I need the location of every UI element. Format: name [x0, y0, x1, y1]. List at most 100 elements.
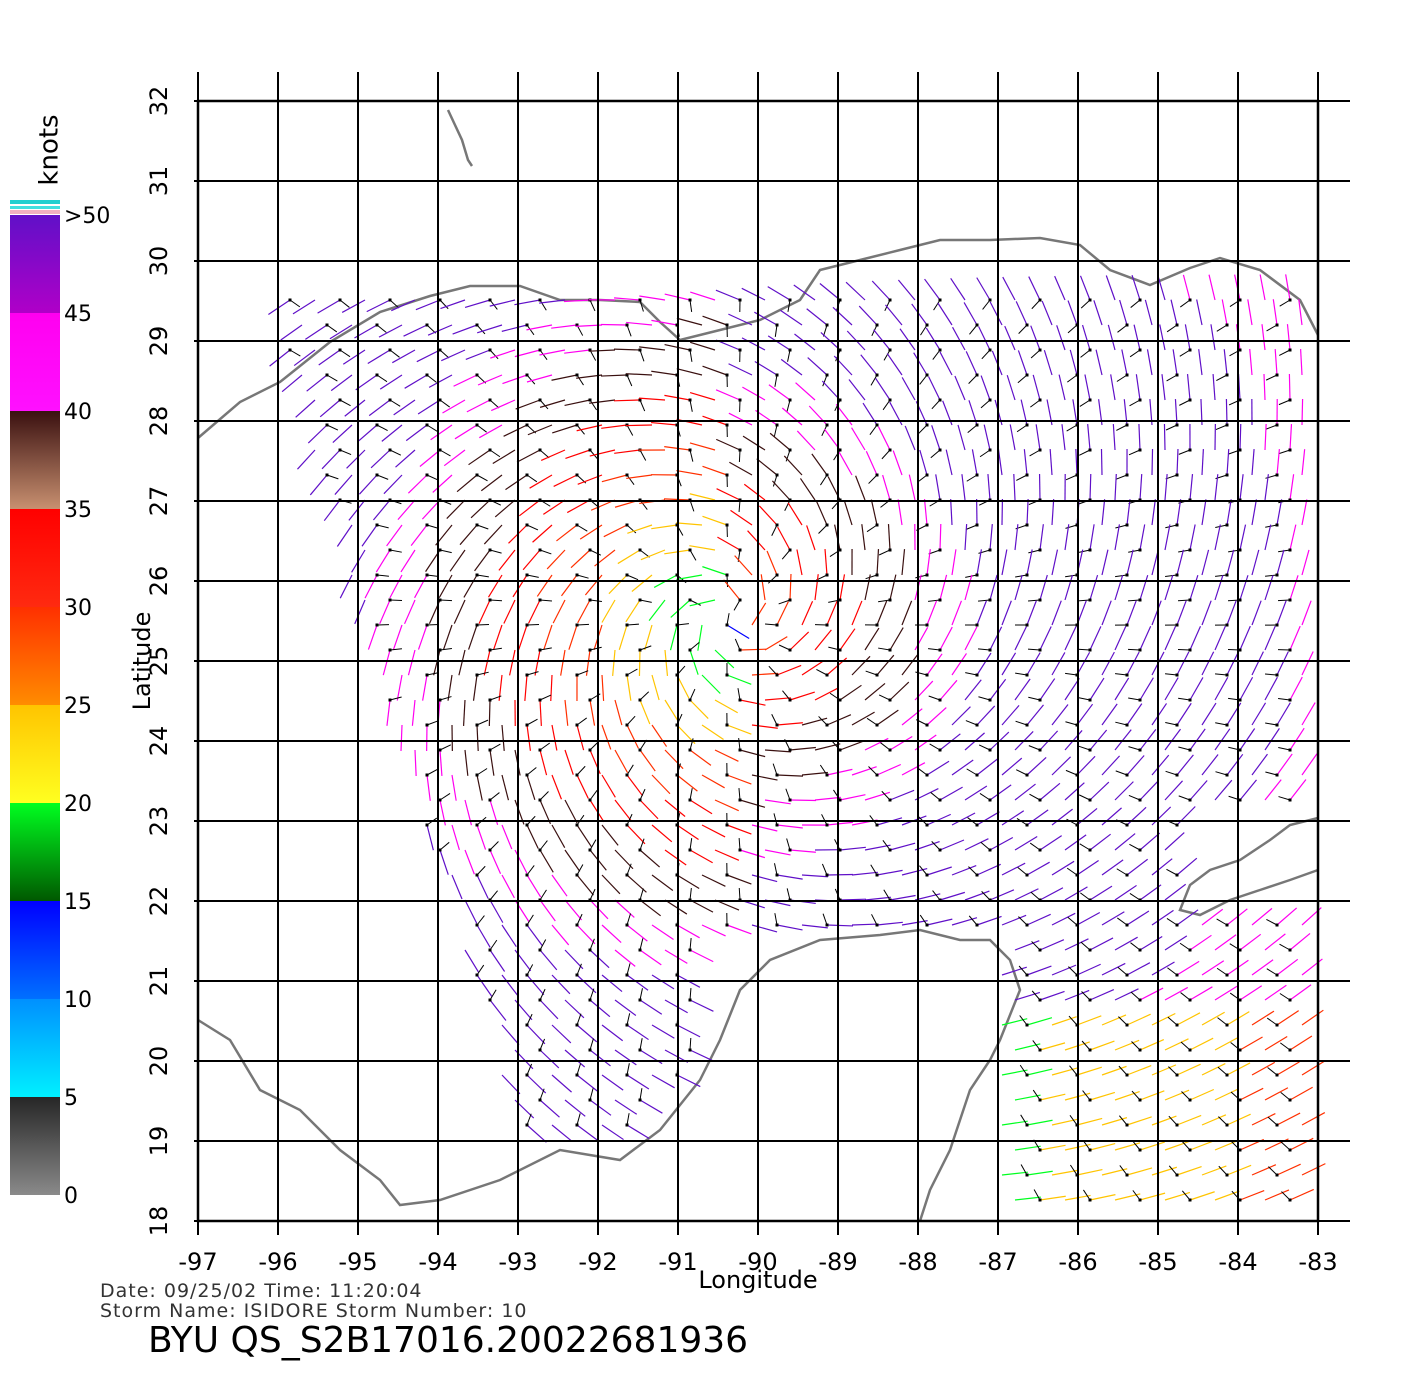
wind-vector: [1239, 575, 1249, 601]
wind-vector: [939, 351, 953, 376]
wind-vector: [1201, 600, 1212, 626]
wind-vector: [976, 549, 983, 576]
wind-vector: [476, 671, 489, 676]
wind-vector: [376, 324, 387, 333]
vector-dot: [338, 348, 342, 352]
wind-vector: [976, 277, 991, 301]
wind-vector: [551, 824, 566, 848]
wind-vector: [980, 399, 991, 409]
vector-dot: [788, 448, 792, 452]
wind-vector: [1276, 1010, 1300, 1026]
wind-vector: [1289, 779, 1307, 801]
vector-dot: [1088, 848, 1092, 852]
wind-vector: [1176, 651, 1190, 676]
wind-vector: [626, 913, 632, 926]
wind-vector: [1076, 1066, 1102, 1076]
wind-vector: [1139, 1038, 1165, 1051]
vector-dot: [1188, 1198, 1192, 1202]
wind-vector: [1239, 423, 1242, 451]
wind-vector: [1066, 424, 1078, 432]
wind-vector: [1065, 474, 1078, 481]
wind-vector: [430, 424, 453, 441]
wind-vector: [433, 649, 441, 676]
wind-vector: [926, 760, 950, 776]
wind-vector: [1189, 625, 1202, 651]
wind-vector: [1080, 892, 1091, 901]
wind-vector: [526, 671, 539, 676]
wind-vector: [576, 774, 589, 799]
wind-vector: [651, 524, 678, 530]
wind-vector: [526, 964, 534, 976]
wind-vector: [476, 724, 479, 751]
wind-vector: [739, 648, 767, 651]
wind-vector: [1014, 991, 1041, 1001]
vector-dot: [925, 873, 929, 877]
vector-dot: [1238, 948, 1242, 952]
vector-dot: [525, 923, 529, 927]
vector-dot: [525, 373, 529, 377]
wind-vector: [778, 599, 791, 605]
wind-vector: [772, 474, 778, 487]
vector-dot: [1275, 973, 1279, 977]
wind-vector: [664, 749, 684, 770]
vector-dot: [575, 723, 579, 727]
wind-vector: [1214, 1037, 1239, 1051]
y-axis-label: Latitude: [128, 612, 156, 711]
wind-vector: [771, 480, 791, 501]
wind-vector: [1215, 722, 1228, 726]
vector-dot: [1175, 1173, 1179, 1177]
wind-vector: [1276, 1061, 1300, 1076]
wind-vector: [551, 1074, 572, 1093]
wind-vector: [1180, 992, 1191, 1001]
vector-dot: [388, 348, 392, 352]
wind-vector: [961, 474, 966, 501]
colorbar-tick-label: 20: [64, 792, 92, 817]
wind-vector: [766, 550, 778, 576]
wind-vector: [901, 600, 913, 626]
wind-vector: [1029, 793, 1041, 801]
vector-dot: [438, 348, 442, 352]
vector-dot: [388, 548, 392, 552]
wind-vector: [1289, 727, 1305, 751]
wind-vector: [1264, 1189, 1290, 1201]
vector-dot: [925, 623, 929, 627]
wind-vector: [1226, 1164, 1252, 1176]
wind-vector: [1076, 963, 1101, 976]
wind-vector: [726, 824, 752, 835]
wind-vector: [493, 624, 503, 650]
wind-vector: [1039, 626, 1052, 651]
wind-vector: [1018, 965, 1028, 976]
vector-dot: [975, 523, 979, 527]
wind-vector: [878, 694, 891, 701]
wind-vector: [589, 888, 596, 901]
wind-vector: [526, 374, 553, 383]
vector-dot: [1125, 623, 1129, 627]
vector-dot: [725, 573, 729, 577]
wind-vector: [614, 899, 635, 918]
wind-vector: [819, 764, 828, 776]
wind-vector: [1264, 625, 1276, 651]
wind-vector: [1239, 1189, 1265, 1201]
wind-vector: [839, 740, 865, 751]
vector-dot: [925, 473, 929, 477]
wind-vector: [776, 722, 803, 726]
wind-vector: [1020, 1114, 1028, 1126]
wind-vector: [1215, 574, 1228, 577]
vector-dot: [575, 573, 579, 577]
wind-vector: [1214, 779, 1233, 801]
wind-vector: [1201, 1165, 1227, 1176]
vector-dot: [688, 598, 692, 602]
wind-vector: [1138, 423, 1141, 451]
vector-dot: [438, 748, 442, 752]
vector-dot: [775, 873, 779, 877]
wind-vector: [442, 624, 453, 650]
vector-dot: [525, 973, 529, 977]
vector-dot: [688, 448, 692, 452]
vector-dot: [1025, 573, 1029, 577]
wind-vector: [1201, 499, 1207, 526]
wind-vector: [1247, 299, 1253, 326]
vector-dot: [625, 873, 629, 877]
vector-dot: [1025, 1173, 1029, 1177]
wind-vector: [1100, 448, 1103, 476]
